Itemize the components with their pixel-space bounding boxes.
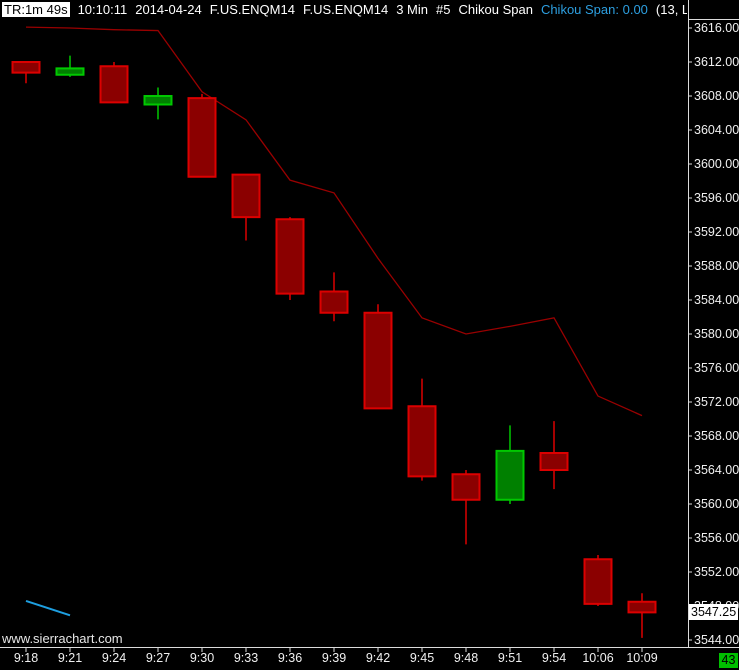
price-tick-label: 3572.00 bbox=[694, 394, 739, 409]
candle-body bbox=[143, 95, 173, 106]
candle-body bbox=[451, 473, 481, 501]
time-scale-divider bbox=[0, 647, 739, 648]
candle-body bbox=[187, 97, 217, 178]
time-tick-label: 9:18 bbox=[13, 651, 39, 665]
time-tick-label: 9:45 bbox=[409, 651, 435, 665]
candle-body bbox=[99, 65, 129, 104]
candle-body bbox=[319, 290, 349, 314]
status-chikou-value: Chikou Span: 0.00 bbox=[540, 2, 648, 17]
countdown-badge: 43 bbox=[719, 653, 738, 668]
price-tick-label: 3592.00 bbox=[694, 224, 739, 239]
time-tick-label: 9:42 bbox=[365, 651, 391, 665]
time-tick-label: 9:54 bbox=[541, 651, 567, 665]
price-tick-label: 3564.00 bbox=[694, 462, 739, 477]
price-tick-label: 3604.00 bbox=[694, 122, 739, 137]
time-tick-label: 10:06 bbox=[582, 651, 614, 665]
candle-body bbox=[363, 311, 393, 410]
candle-body bbox=[11, 61, 41, 74]
time-tick-label: 9:36 bbox=[277, 651, 303, 665]
time-tick-label: 9:30 bbox=[189, 651, 215, 665]
candle-body bbox=[275, 218, 305, 295]
chart-status-bar: TR:1m 49s 10:10:11 2014-04-24 F.US.ENQM1… bbox=[0, 0, 687, 19]
time-tick-label: 9:24 bbox=[101, 651, 127, 665]
last-price-box: 3547.25 bbox=[689, 604, 738, 621]
price-tick-label: 3608.00 bbox=[694, 88, 739, 103]
price-tick-label: 3544.00 bbox=[694, 632, 739, 647]
candle-body bbox=[495, 449, 525, 501]
status-date: 2014-04-24 bbox=[135, 2, 202, 17]
price-tick-label: 3584.00 bbox=[694, 292, 739, 307]
candle-body bbox=[231, 173, 261, 219]
time-tick-label: 9:48 bbox=[453, 651, 479, 665]
status-chart-number: #5 bbox=[436, 2, 451, 17]
time-tick-label: 9:51 bbox=[497, 651, 523, 665]
candle-body bbox=[539, 452, 569, 471]
price-tick-label: 3576.00 bbox=[694, 360, 739, 375]
chikou-span-line bbox=[25, 599, 71, 617]
time-tick-label: 9:21 bbox=[57, 651, 83, 665]
status-period: 3 Min bbox=[396, 2, 429, 17]
watermark: www.sierrachart.com bbox=[2, 631, 123, 646]
time-tick-label: 9:27 bbox=[145, 651, 171, 665]
time-remaining-badge: TR:1m 49s bbox=[2, 2, 70, 17]
candle-body bbox=[583, 558, 613, 605]
candle-body bbox=[627, 600, 657, 614]
price-tick-label: 3612.00 bbox=[694, 54, 739, 69]
status-clock: 10:10:11 bbox=[77, 2, 128, 17]
status-symbol-2: F.US.ENQM14 bbox=[302, 2, 389, 17]
status-symbol: F.US.ENQM14 bbox=[209, 2, 295, 17]
status-study-params: (13, Last) bbox=[655, 2, 687, 17]
volatility-trend-line bbox=[25, 26, 643, 417]
candle-body bbox=[55, 67, 85, 76]
price-scale-divider bbox=[688, 0, 689, 647]
status-study-chikou: Chikou Span bbox=[458, 2, 533, 17]
time-tick-label: 10:09 bbox=[626, 651, 658, 665]
price-tick-label: 3616.00 bbox=[694, 20, 739, 35]
price-tick-label: 3600.00 bbox=[694, 156, 739, 171]
price-tick-label: 3596.00 bbox=[694, 190, 739, 205]
time-tick-label: 9:33 bbox=[233, 651, 259, 665]
price-tick-label: 3552.00 bbox=[694, 564, 739, 579]
candle-body bbox=[407, 405, 437, 478]
price-tick-label: 3556.00 bbox=[694, 530, 739, 545]
price-tick-label: 3560.00 bbox=[694, 496, 739, 511]
price-tick-label: 3588.00 bbox=[694, 258, 739, 273]
time-tick-label: 9:39 bbox=[321, 651, 347, 665]
scale-header-divider bbox=[688, 19, 739, 20]
price-tick-label: 3580.00 bbox=[694, 326, 739, 341]
price-tick-label: 3568.00 bbox=[694, 428, 739, 443]
